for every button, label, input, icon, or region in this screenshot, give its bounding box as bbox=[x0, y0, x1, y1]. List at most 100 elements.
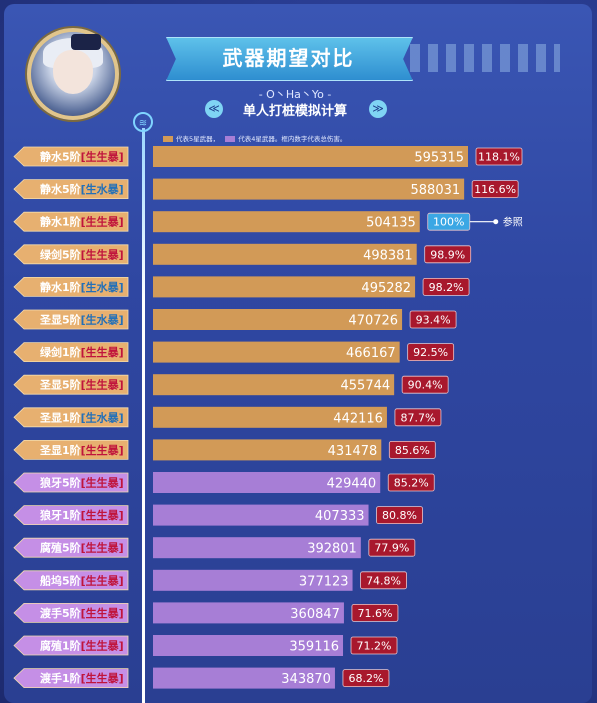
legend-swatch-five-star bbox=[163, 136, 173, 142]
bar-value-label: 431478 bbox=[328, 444, 378, 459]
bar bbox=[153, 146, 468, 167]
page-subtitle: 单人打桩模拟计算 bbox=[242, 104, 347, 119]
prev-arrow-icon[interactable]: ≪ bbox=[205, 100, 223, 118]
weapon-name: 渡手5阶 bbox=[40, 606, 82, 620]
percent-label: 68.2% bbox=[348, 672, 383, 685]
title-banner-trail bbox=[410, 44, 560, 72]
weapon-name: 静水5阶 bbox=[40, 150, 82, 164]
percent-box bbox=[342, 669, 390, 687]
percent-label: 77.9% bbox=[374, 542, 409, 555]
avatar-hat bbox=[71, 34, 101, 50]
percent-label: 74.8% bbox=[366, 574, 401, 587]
percent-label: 93.4% bbox=[416, 314, 451, 327]
stat-tag: [生生暴] bbox=[81, 671, 124, 685]
category-label: 静水1阶[生生暴] bbox=[40, 215, 124, 229]
category-tag bbox=[13, 472, 129, 493]
percent-label: 80.8% bbox=[382, 509, 417, 522]
reference-label: 参照 bbox=[503, 216, 523, 229]
bar-value-label: 359116 bbox=[289, 640, 339, 655]
category-label: 圣显5阶[生生暴] bbox=[39, 378, 124, 392]
bar bbox=[153, 537, 361, 559]
category-label: 腐殖1阶[生生暴] bbox=[40, 639, 124, 653]
stat-tag: [生生暴] bbox=[81, 541, 124, 555]
legend-five-star-text: 代表5星武器， bbox=[176, 135, 220, 143]
title-banner bbox=[166, 37, 413, 81]
percent-box bbox=[409, 310, 457, 329]
bar-value-label: 466167 bbox=[346, 346, 396, 361]
percent-label: 71.2% bbox=[357, 640, 392, 653]
stat-tag: [生水暴] bbox=[81, 280, 124, 294]
stat-tag: [生生暴] bbox=[81, 247, 124, 261]
category-label: 静水1阶[生水暴] bbox=[40, 280, 124, 294]
category-label: 渡手5阶[生生暴] bbox=[40, 606, 124, 620]
bar-value-label: 470726 bbox=[348, 314, 398, 329]
bar bbox=[153, 178, 465, 200]
bar bbox=[153, 569, 353, 591]
bar bbox=[153, 439, 382, 461]
percent-label: 98.9% bbox=[430, 248, 465, 261]
category-tag bbox=[13, 570, 129, 591]
percent-label: 85.6% bbox=[395, 444, 430, 457]
stat-tag: [生生暴] bbox=[81, 508, 124, 522]
bar bbox=[153, 472, 381, 493]
percent-box bbox=[407, 343, 455, 362]
weapon-name: 渡手1阶 bbox=[40, 671, 82, 685]
stat-tag: [生生暴] bbox=[81, 476, 124, 490]
bar bbox=[153, 211, 420, 233]
bar bbox=[153, 341, 400, 363]
category-tag bbox=[13, 342, 129, 363]
category-tag bbox=[13, 179, 129, 200]
legend-swatch-four-star bbox=[225, 136, 236, 142]
weapon-name: 狼牙1阶 bbox=[40, 508, 82, 522]
bar-value-label: 455744 bbox=[341, 379, 391, 394]
category-label: 绿剑5阶[生生暴] bbox=[40, 247, 124, 261]
percent-label: 85.2% bbox=[394, 477, 429, 490]
stat-tag: [生水暴] bbox=[81, 410, 124, 424]
bar bbox=[153, 504, 369, 526]
category-tag bbox=[13, 374, 129, 395]
percent-box bbox=[394, 408, 442, 427]
stat-tag: [生生暴] bbox=[81, 573, 124, 587]
category-label: 狼牙5阶[生生暴] bbox=[40, 476, 124, 490]
category-label: 静水5阶[生生暴] bbox=[40, 150, 124, 164]
bar bbox=[153, 276, 416, 298]
category-tag bbox=[13, 276, 129, 297]
category-label: 圣显1阶[生水暴] bbox=[39, 410, 124, 424]
bar bbox=[153, 309, 403, 330]
stat-tag: [生生暴] bbox=[81, 150, 124, 164]
category-tag bbox=[13, 146, 129, 167]
bar-value-label: 377123 bbox=[299, 574, 349, 589]
percent-box bbox=[401, 375, 449, 394]
bar-value-label: 495282 bbox=[361, 281, 411, 296]
category-label: 狼牙1阶[生生暴] bbox=[40, 508, 124, 522]
category-label: 绿剑1阶[生生暴] bbox=[40, 345, 124, 359]
axis-line bbox=[142, 128, 145, 703]
weapon-name: 圣显5阶 bbox=[39, 313, 82, 327]
character-avatar bbox=[27, 28, 119, 120]
category-tag bbox=[13, 537, 129, 558]
bar-value-label: 588031 bbox=[411, 183, 461, 198]
legend-four-star-text: 代表4星武器。框内数字代表总伤害。 bbox=[238, 135, 347, 143]
category-label: 静水5阶[生水暴] bbox=[40, 182, 124, 196]
category-tag bbox=[13, 505, 129, 525]
percent-box bbox=[368, 538, 416, 557]
bar-value-label: 343870 bbox=[281, 672, 331, 687]
category-tag bbox=[13, 635, 129, 656]
stat-tag: [生水暴] bbox=[81, 182, 124, 196]
category-label: 船坞5阶[生生暴] bbox=[40, 573, 124, 587]
category-label: 圣显5阶[生水暴] bbox=[39, 313, 124, 327]
weapon-name: 静水1阶 bbox=[40, 280, 82, 294]
stat-tag: [生水暴] bbox=[81, 313, 124, 327]
percent-label: 87.7% bbox=[400, 411, 435, 424]
weapon-name: 圣显1阶 bbox=[39, 410, 82, 424]
bar bbox=[153, 635, 344, 656]
weapon-name: 圣显1阶 bbox=[39, 443, 82, 457]
bar-value-label: 504135 bbox=[366, 216, 416, 231]
next-arrow-icon[interactable]: ≫ bbox=[369, 100, 387, 118]
bar-value-label: 442116 bbox=[333, 411, 383, 426]
category-tag bbox=[13, 439, 129, 460]
weapon-name: 绿剑1阶 bbox=[40, 345, 82, 359]
percent-label: 90.4% bbox=[408, 379, 443, 392]
percent-label: 98.2% bbox=[429, 281, 464, 294]
